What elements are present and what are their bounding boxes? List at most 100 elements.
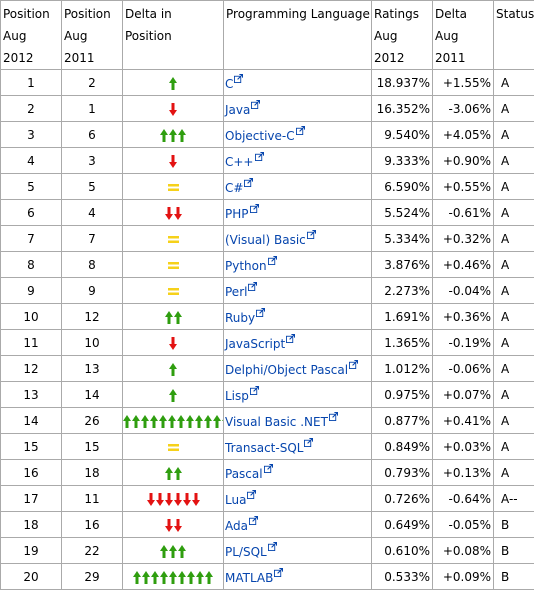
status-cell: A — [494, 96, 534, 122]
language-link[interactable]: Python — [225, 259, 267, 273]
language-link[interactable]: Visual Basic .NET — [225, 415, 328, 429]
rating-cell: 0.610% — [372, 538, 433, 564]
external-link-icon — [247, 490, 256, 499]
position-2012-cell: 16 — [1, 460, 62, 486]
delta-position-indicator — [165, 207, 182, 220]
delta-rating-cell: +0.36% — [433, 304, 494, 330]
position-2012-cell: 4 — [1, 148, 62, 174]
delta-position-cell — [123, 486, 224, 512]
language-link[interactable]: Pascal — [225, 467, 263, 481]
rating-cell: 9.333% — [372, 148, 433, 174]
external-link-icon — [349, 360, 358, 369]
language-link[interactable]: (Visual) Basic — [225, 233, 306, 247]
language-link[interactable]: Lisp — [225, 389, 249, 403]
delta-position-indicator — [169, 155, 177, 168]
delta-rating-cell: -0.61% — [433, 200, 494, 226]
position-2011-cell: 4 — [62, 200, 123, 226]
position-2012-cell: 19 — [1, 538, 62, 564]
external-link-icon — [268, 256, 277, 265]
position-2011-cell: 10 — [62, 330, 123, 356]
language-link[interactable]: Java — [225, 103, 250, 117]
language-cell: PHP — [224, 200, 372, 226]
delta-position-indicator — [169, 103, 177, 116]
delta-rating-cell: +0.09% — [433, 564, 494, 590]
status-cell: A — [494, 174, 534, 200]
language-cell: Delphi/Object Pascal — [224, 356, 372, 382]
rating-cell: 18.937% — [372, 70, 433, 96]
language-link[interactable]: C++ — [225, 155, 254, 169]
position-2012-cell: 18 — [1, 512, 62, 538]
language-link[interactable]: Delphi/Object Pascal — [225, 363, 348, 377]
language-link[interactable]: Objective-C — [225, 129, 295, 143]
language-link[interactable]: JavaScript — [225, 337, 285, 351]
position-2011-cell: 7 — [62, 226, 123, 252]
arrow-up-icon — [178, 545, 186, 558]
language-link[interactable]: Transact-SQL — [225, 441, 303, 455]
language-cell: Python — [224, 252, 372, 278]
rating-cell: 16.352% — [372, 96, 433, 122]
header-status: Status — [494, 1, 534, 70]
external-link-icon — [255, 152, 264, 161]
language-link[interactable]: Ada — [225, 519, 248, 533]
language-cell: C++ — [224, 148, 372, 174]
language-link[interactable]: PL/SQL — [225, 545, 267, 559]
arrow-down-icon — [147, 493, 155, 506]
language-link[interactable]: Ruby — [225, 311, 255, 325]
position-2011-cell: 6 — [62, 122, 123, 148]
language-cell: Java — [224, 96, 372, 122]
rating-cell: 0.849% — [372, 434, 433, 460]
delta-position-cell — [123, 226, 224, 252]
language-link[interactable]: Perl — [225, 285, 247, 299]
external-link-icon — [250, 204, 259, 213]
position-2012-cell: 14 — [1, 408, 62, 434]
position-2012-cell: 7 — [1, 226, 62, 252]
position-2012-cell: 10 — [1, 304, 62, 330]
position-2012-cell: 5 — [1, 174, 62, 200]
external-link-icon — [256, 308, 265, 317]
external-link-icon — [234, 74, 243, 83]
arrow-down-icon — [169, 337, 177, 350]
no-change-icon — [168, 262, 179, 269]
rating-cell: 0.975% — [372, 382, 433, 408]
position-2012-cell: 12 — [1, 356, 62, 382]
no-change-icon — [168, 288, 179, 295]
arrow-down-icon — [174, 207, 182, 220]
external-link-icon — [250, 386, 259, 395]
language-cell: Lisp — [224, 382, 372, 408]
position-2012-cell: 1 — [1, 70, 62, 96]
arrow-up-icon — [133, 571, 141, 584]
external-link-icon — [307, 230, 316, 239]
delta-position-cell — [123, 434, 224, 460]
language-link[interactable]: PHP — [225, 207, 249, 221]
rating-cell: 1.691% — [372, 304, 433, 330]
delta-position-indicator — [168, 262, 179, 269]
status-cell: A-- — [494, 486, 534, 512]
position-2012-cell: 15 — [1, 434, 62, 460]
external-link-icon — [329, 412, 338, 421]
external-link-icon — [251, 100, 260, 109]
arrow-up-icon — [174, 311, 182, 324]
language-cell: Transact-SQL — [224, 434, 372, 460]
delta-position-cell — [123, 382, 224, 408]
delta-position-indicator — [168, 184, 179, 191]
position-2012-cell: 20 — [1, 564, 62, 590]
delta-position-cell — [123, 278, 224, 304]
arrow-up-icon — [165, 311, 173, 324]
language-link[interactable]: C# — [225, 181, 243, 195]
delta-rating-cell: +1.55% — [433, 70, 494, 96]
arrow-up-icon — [196, 571, 204, 584]
position-2011-cell: 29 — [62, 564, 123, 590]
arrow-down-icon — [174, 493, 182, 506]
language-link[interactable]: MATLAB — [225, 571, 273, 585]
language-link[interactable]: C — [225, 77, 233, 91]
language-link[interactable]: Lua — [225, 493, 246, 507]
arrow-up-icon — [213, 415, 221, 428]
rating-cell: 9.540% — [372, 122, 433, 148]
